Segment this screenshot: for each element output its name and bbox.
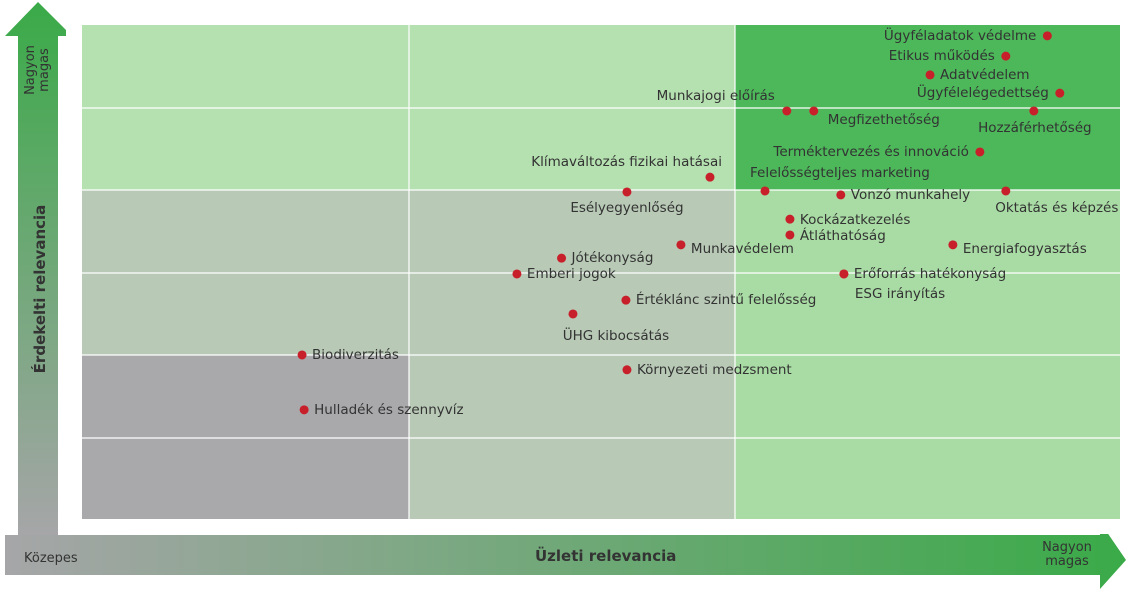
x-arrow <box>5 522 1126 589</box>
point-label: Klímaváltozás fizikai hatásai <box>531 154 722 170</box>
point <box>299 405 309 415</box>
point <box>975 147 985 157</box>
point-label: Vonzó munkahely <box>851 187 970 203</box>
point-label: Etikus működés <box>889 48 995 64</box>
point-label: Megfizethetőség <box>828 112 940 128</box>
point-label: Terméktervezés és innováció <box>772 144 968 160</box>
point-label: Hozzáférhetőség <box>978 120 1092 136</box>
point <box>512 269 522 279</box>
x-axis-title: Üzleti relevancia <box>535 547 677 565</box>
point-label: Jótékonyság <box>571 250 654 266</box>
point-label: Átláthatóság <box>800 227 886 244</box>
point-label: Emberi jogok <box>527 266 616 282</box>
point-label: Környezeti medzsment <box>637 362 792 378</box>
point-label: Kockázatkezelés <box>800 212 911 228</box>
point-label: Ügyféladatok védelme <box>884 26 1036 44</box>
point-label: Felelősségteljes marketing <box>750 165 930 181</box>
point <box>925 70 935 80</box>
point-label: Adatvédelem <box>940 67 1030 83</box>
point-label: ESG irányítás <box>855 286 945 302</box>
point <box>1029 106 1039 116</box>
point <box>705 172 715 182</box>
point-label: Értéklánc szintű felelősség <box>636 291 816 308</box>
point <box>836 190 846 200</box>
y-axis-title: Érdekelti relevancia <box>31 204 49 374</box>
point <box>621 295 631 305</box>
x-high-label: Nagyon magas <box>1042 540 1092 569</box>
point <box>622 365 632 375</box>
point-label: Ügyfélelégedettség <box>917 83 1049 101</box>
point-label: Erőforrás hatékonyság <box>854 266 1006 282</box>
point-label: Munkajogi előírás <box>657 88 775 104</box>
point <box>785 214 795 224</box>
point <box>568 309 578 319</box>
point-label: ÜHG kibocsátás <box>563 326 670 344</box>
point <box>1042 31 1052 41</box>
y-high-label: Nagyon magas <box>23 45 52 95</box>
point <box>785 230 795 240</box>
point <box>839 269 849 279</box>
point <box>1001 51 1011 61</box>
point <box>676 240 686 250</box>
point <box>1055 88 1065 98</box>
x-low-label: Közepes <box>24 551 78 566</box>
point <box>622 187 632 197</box>
point <box>782 106 792 116</box>
point-label: Oktatás és képzés <box>995 200 1118 216</box>
point-label: Energiafogyasztás <box>963 241 1087 257</box>
point <box>760 186 770 196</box>
point-label: Hulladék és szennyvíz <box>314 402 463 418</box>
point-label: Esélyegyenlőség <box>570 200 683 216</box>
point <box>1001 186 1011 196</box>
point-label: Munkavédelem <box>691 241 794 257</box>
point-label: Biodiverzitás <box>312 347 399 363</box>
y-arrow <box>5 2 72 535</box>
grid <box>82 25 1120 519</box>
point <box>809 106 819 116</box>
point <box>557 253 567 263</box>
point <box>297 350 307 360</box>
point <box>948 240 958 250</box>
